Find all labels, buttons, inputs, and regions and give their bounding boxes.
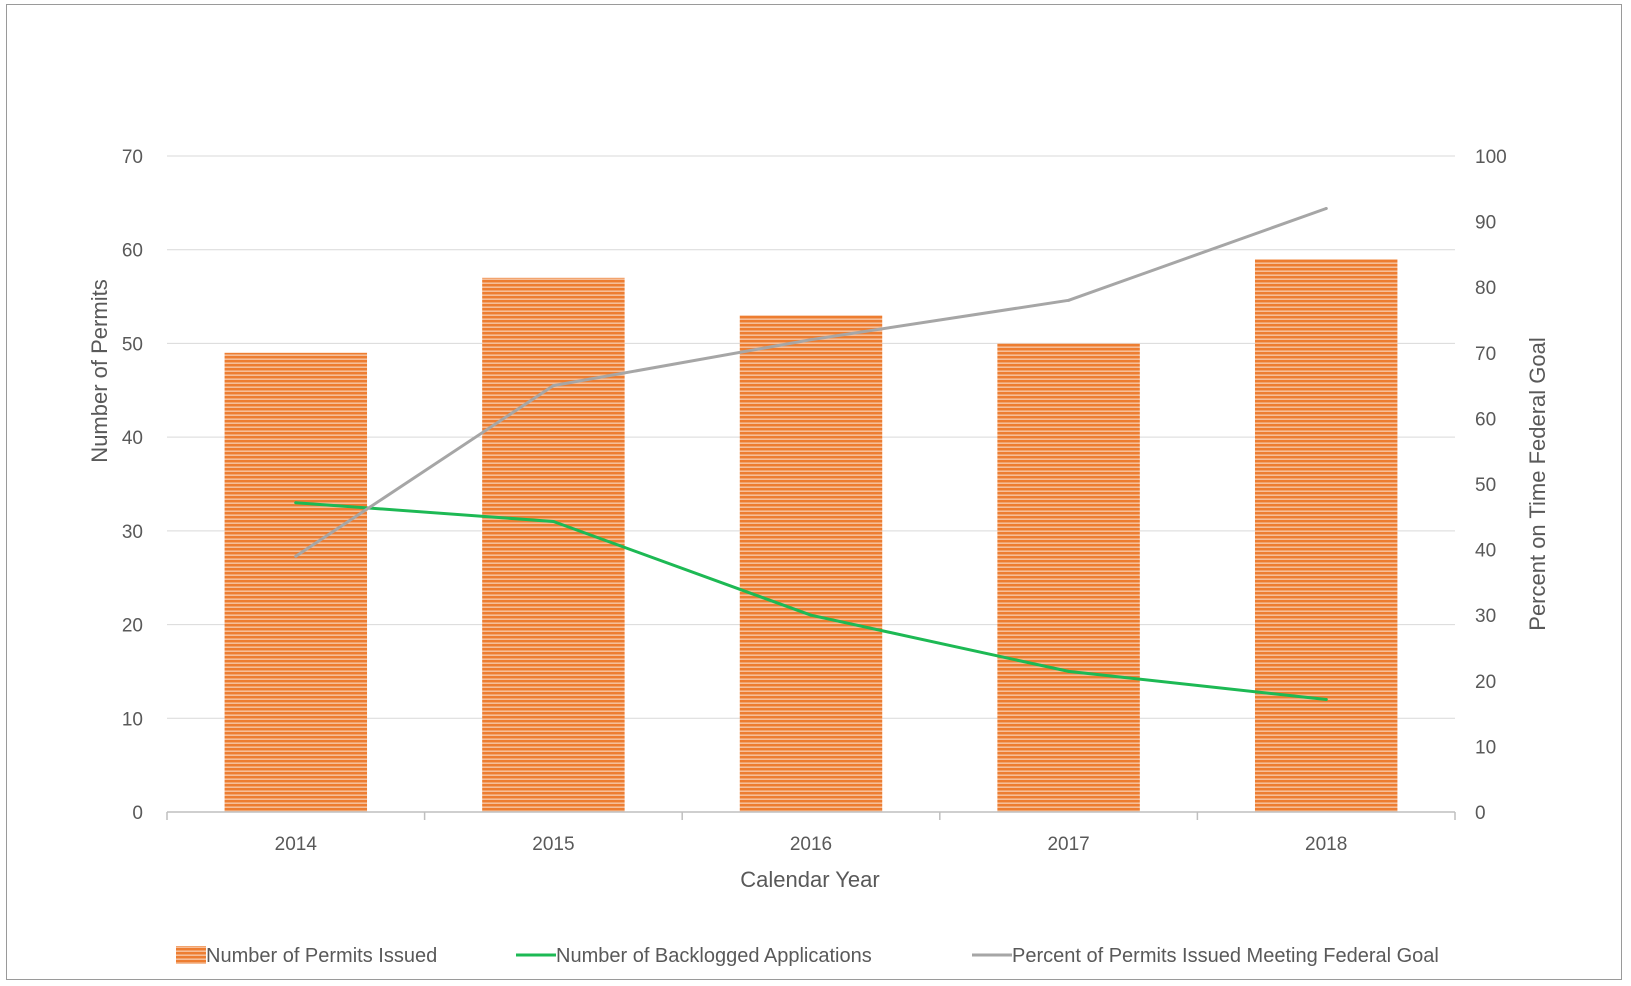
y-right-tick-label: 90 (1475, 213, 1496, 234)
legend: Number of Permits Issued Number of Backlo… (176, 945, 1439, 967)
y-tick-label: 60 (122, 241, 143, 262)
y-tick-label: 10 (122, 709, 143, 730)
y-right-tick-label: 0 (1475, 803, 1486, 824)
x-tick-label: 2016 (790, 834, 832, 855)
legend-label: Percent of Permits Issued Meeting Federa… (1012, 945, 1439, 967)
y-right-tick-label: 40 (1475, 541, 1496, 562)
line-point (294, 501, 298, 505)
line-point (551, 384, 555, 388)
y-tick-label: 0 (132, 803, 143, 824)
bar (997, 343, 1140, 812)
bar (739, 315, 883, 812)
legend-swatch (176, 946, 206, 964)
line-point (1067, 298, 1071, 302)
line-point (1324, 698, 1328, 702)
y-tick-label: 70 (122, 147, 143, 168)
y-right-tick-label: 20 (1475, 672, 1496, 693)
bar (1254, 259, 1398, 813)
x-tick-label: 2015 (532, 834, 574, 855)
y-right-tick-label: 50 (1475, 475, 1496, 496)
legend-label: Number of Backlogged Applications (556, 945, 872, 967)
bars (224, 259, 1398, 813)
y-right-axis-title: Percent on Time Federal Goal (1525, 337, 1550, 630)
line-point (1324, 206, 1328, 210)
x-tick-label: 2017 (1047, 834, 1089, 855)
y-tick-label: 50 (122, 334, 143, 355)
y-right-tick-label: 100 (1475, 147, 1507, 168)
bar (224, 352, 368, 812)
bar (482, 277, 625, 812)
tick-labels: 0 10 20 30 40 50 60 70 0 10 20 30 40 50 60 70 80 90 100 201… (122, 147, 1507, 855)
y-tick-label: 40 (122, 428, 143, 449)
line-point (809, 338, 813, 342)
axes (166, 811, 1456, 820)
legend-label: Number of Permits Issued (206, 945, 437, 967)
x-axis-title: Calendar Year (740, 867, 879, 892)
y-right-tick-label: 70 (1475, 344, 1496, 365)
y-tick-label: 20 (122, 616, 143, 637)
y-tick-label: 30 (122, 522, 143, 543)
line-point (294, 554, 298, 558)
lines (294, 206, 1328, 702)
x-tick-label: 2018 (1305, 834, 1347, 855)
y-axis-title: Number of Permits (87, 279, 112, 462)
y-right-tick-label: 30 (1475, 606, 1496, 627)
y-right-tick-label: 60 (1475, 409, 1496, 430)
line-point (551, 519, 555, 523)
line-point (809, 613, 813, 617)
x-tick-label: 2014 (275, 834, 318, 855)
y-right-tick-label: 80 (1475, 278, 1496, 299)
y-right-tick-label: 10 (1475, 737, 1496, 758)
line-point (1067, 669, 1071, 673)
